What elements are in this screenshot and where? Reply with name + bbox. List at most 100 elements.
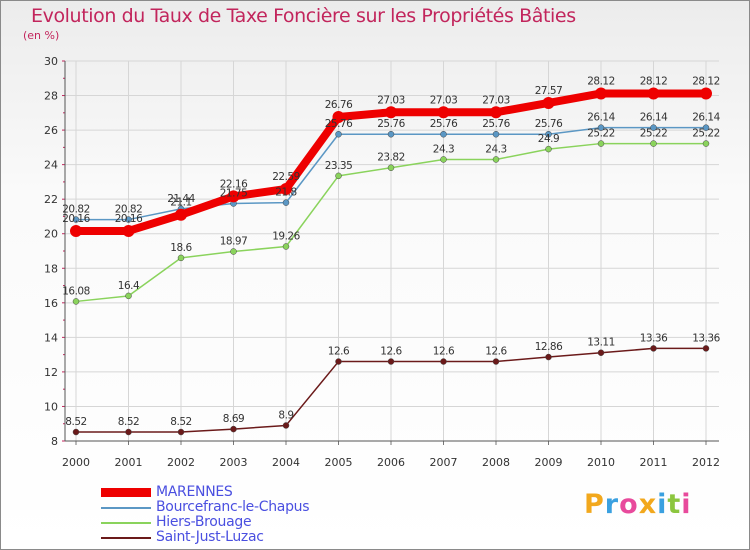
data-label-marennes: 28.12 <box>640 75 668 87</box>
logo-letter: i <box>681 489 692 520</box>
data-label-saint-just-luzac: 12.6 <box>380 346 402 358</box>
legend-label: Saint-Just-Luzac <box>156 529 264 545</box>
chart-title: Evolution du Taux de Taxe Foncière sur l… <box>31 5 576 27</box>
data-label-bourcefranc-le-chapus: 21.8 <box>275 187 296 199</box>
data-point-hiers-brouage <box>177 254 185 262</box>
data-point-saint-just-luzac <box>492 358 500 365</box>
data-label-marennes: 20.16 <box>115 213 143 225</box>
x-tick-label: 2005 <box>325 456 353 469</box>
y-tick-label: 10 <box>44 400 58 413</box>
data-point-saint-just-luzac <box>440 358 447 365</box>
data-point-hiers-brouage <box>230 248 237 255</box>
data-point-bourcefranc-le-chapus <box>282 199 290 206</box>
data-label-hiers-brouage: 23.35 <box>325 160 353 172</box>
x-tick-label: 2011 <box>640 456 668 469</box>
data-label-saint-just-luzac: 8.52 <box>65 416 86 428</box>
data-label-hiers-brouage: 25.22 <box>587 128 615 140</box>
legend-label: MARENNES <box>156 484 233 500</box>
data-label-hiers-brouage: 23.82 <box>377 152 405 164</box>
data-point-saint-just-luzac <box>72 428 80 436</box>
data-point-bourcefranc-le-chapus <box>440 130 447 138</box>
data-point-hiers-brouage <box>72 298 80 305</box>
x-tick-label: 2003 <box>220 456 248 469</box>
logo-letter: i <box>657 489 668 520</box>
x-tick-label: 2012 <box>692 456 720 469</box>
data-label-saint-just-luzac: 12.6 <box>328 346 350 358</box>
data-label-hiers-brouage: 18.6 <box>170 242 192 254</box>
y-tick-label: 8 <box>51 435 58 448</box>
data-point-bourcefranc-le-chapus <box>125 216 132 223</box>
data-point-marennes <box>385 106 397 119</box>
x-tick-label: 2007 <box>430 456 458 469</box>
data-label-saint-just-luzac: 8.52 <box>118 416 139 428</box>
y-tick-label: 14 <box>44 331 58 344</box>
data-label-marennes: 20.16 <box>62 213 90 225</box>
y-tick-label: 20 <box>44 228 58 241</box>
data-label-hiers-brouage: 25.22 <box>640 128 668 140</box>
data-label-saint-just-luzac: 8.69 <box>223 413 244 425</box>
data-label-hiers-brouage: 24.3 <box>485 143 506 155</box>
data-label-hiers-brouage: 18.97 <box>220 236 248 248</box>
data-label-marennes: 21.1 <box>170 197 191 209</box>
data-label-marennes: 27.03 <box>482 94 510 106</box>
legend-swatch <box>101 522 151 524</box>
legend-swatch <box>101 537 151 539</box>
data-point-bourcefranc-le-chapus <box>597 124 605 131</box>
data-point-bourcefranc-le-chapus <box>545 130 552 138</box>
data-label-saint-just-luzac: 12.6 <box>485 346 507 358</box>
data-point-marennes <box>490 106 502 119</box>
data-label-hiers-brouage: 19.26 <box>272 231 300 243</box>
data-label-marennes: 22.16 <box>220 178 248 190</box>
y-tick-label: 18 <box>44 262 58 275</box>
data-label-bourcefranc-le-chapus: 25.76 <box>535 118 563 130</box>
data-point-saint-just-luzac <box>650 345 657 352</box>
data-point-bourcefranc-le-chapus <box>387 130 395 138</box>
data-point-saint-just-luzac <box>177 428 185 436</box>
data-label-bourcefranc-le-chapus: 26.14 <box>640 112 668 124</box>
data-labels: 20.82 20.82 21.44 21.75 21.8 25.76 25.76 25.76 2… <box>62 75 721 428</box>
x-tick-label: 2006 <box>377 456 405 469</box>
data-label-saint-just-luzac: 8.9 <box>278 409 293 421</box>
data-label-bourcefranc-le-chapus: 21.44 <box>167 193 195 205</box>
data-label-bourcefranc-le-chapus: 25.76 <box>430 118 458 130</box>
data-label-marennes: 28.12 <box>587 75 615 87</box>
data-point-hiers-brouage <box>387 164 395 171</box>
data-point-hiers-brouage <box>650 140 657 147</box>
legend-label: Bourcefranc-le-Chapus <box>156 499 310 515</box>
data-label-marennes: 22.59 <box>272 171 300 183</box>
data-point-saint-just-luzac <box>282 422 290 429</box>
x-tick-label: 2004 <box>272 456 300 469</box>
data-point-marennes <box>175 208 187 221</box>
x-tick-label: 2000 <box>62 456 90 469</box>
data-point-bourcefranc-le-chapus <box>650 124 657 131</box>
data-label-saint-just-luzac: 8.52 <box>170 416 191 428</box>
logo-letter: x <box>638 489 658 520</box>
data-label-bourcefranc-le-chapus: 20.82 <box>115 204 143 216</box>
series-lines <box>70 87 712 436</box>
data-point-hiers-brouage <box>492 156 500 163</box>
y-tick-label: 24 <box>44 159 58 172</box>
data-label-hiers-brouage: 24.9 <box>538 133 559 145</box>
data-label-saint-just-luzac: 13.11 <box>587 337 615 349</box>
data-point-hiers-brouage <box>545 145 552 153</box>
data-point-marennes <box>70 224 82 237</box>
data-label-saint-just-luzac: 12.86 <box>535 341 563 353</box>
x-tick-label: 2002 <box>167 456 195 469</box>
data-label-bourcefranc-le-chapus: 21.75 <box>220 188 248 200</box>
data-label-saint-just-luzac: 13.36 <box>640 332 668 344</box>
data-point-hiers-brouage <box>335 172 342 180</box>
data-label-saint-just-luzac: 12.6 <box>433 346 455 358</box>
data-point-saint-just-luzac <box>545 353 552 361</box>
data-label-hiers-brouage: 24.3 <box>433 143 454 155</box>
y-tick-label: 26 <box>44 124 58 137</box>
data-label-saint-just-luzac: 13.36 <box>692 332 720 344</box>
y-tick-label: 28 <box>44 90 58 103</box>
data-point-marennes <box>280 182 292 195</box>
data-label-hiers-brouage: 16.08 <box>62 285 90 297</box>
data-point-marennes <box>437 106 450 119</box>
y-tick-label: 16 <box>44 297 58 310</box>
data-point-saint-just-luzac <box>597 349 605 356</box>
data-point-hiers-brouage <box>125 292 132 300</box>
